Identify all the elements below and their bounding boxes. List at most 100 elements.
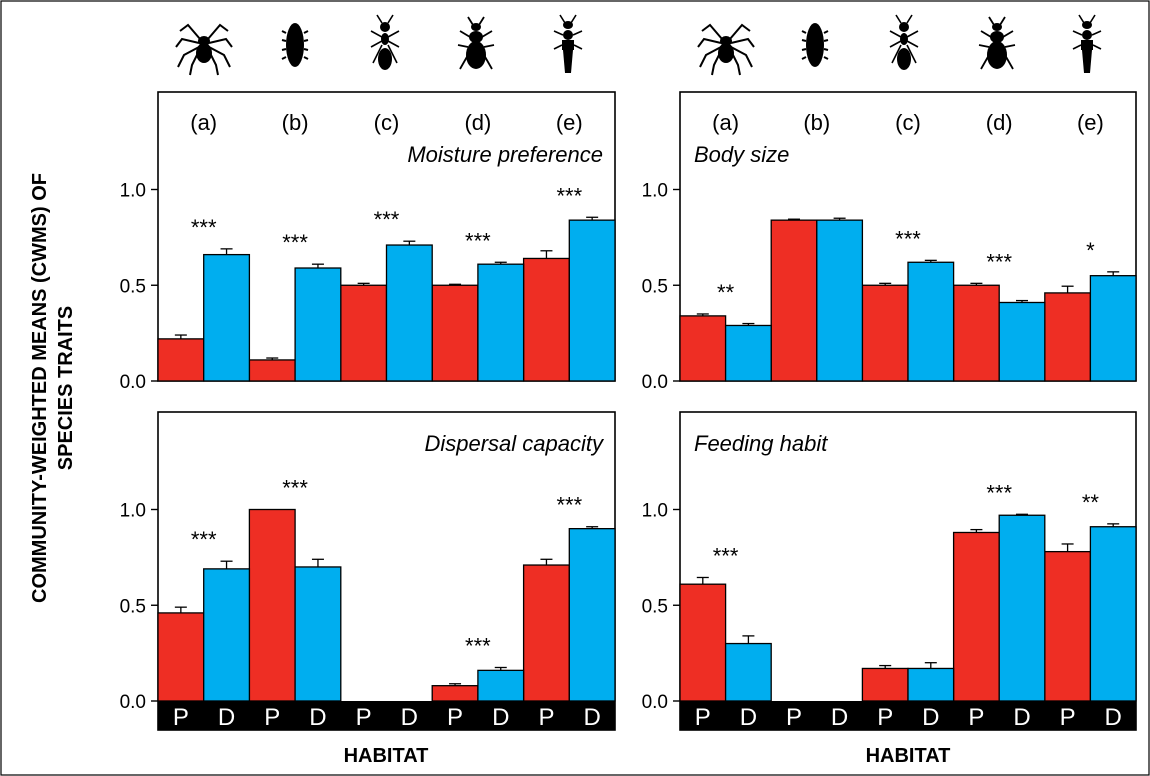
y-axis-title-line1: COMMUNITY-WEIGHTED MEANS (CWMS) OF [29,173,51,603]
bar-D [569,529,615,701]
bar-D [478,670,524,701]
bar-P [158,339,204,381]
habitat-tick-label: D [1013,704,1030,731]
bar-D [1090,276,1136,381]
significance-marker: *** [374,207,400,232]
bar-P [1045,293,1091,381]
bar-P [432,285,478,381]
significance-marker: ** [1082,490,1100,515]
bar-D [204,255,250,381]
y-tick-label: 0.5 [120,596,146,617]
significance-marker: *** [713,543,739,568]
panel-title: Moisture preference [407,142,603,167]
significance-marker: *** [556,493,582,518]
significance-marker: *** [895,226,921,251]
habitat-tick-label: D [922,704,939,731]
bar-P [432,686,478,701]
bar-D [908,262,954,381]
habitat-tick-label: P [264,704,280,731]
y-tick-label: 1.0 [642,181,668,202]
y-tick-label: 0.0 [642,372,668,393]
habitat-tick-label: D [309,704,326,731]
habitat-tick-label: D [401,704,418,731]
bar-D [295,268,341,381]
group-label: (a) [190,110,217,135]
significance-marker: *** [986,249,1012,274]
bar-P [249,510,295,702]
bar-D [569,220,615,381]
habitat-tick-label: D [218,704,235,731]
y-tick-label: 0.0 [120,372,146,393]
y-tick-label: 0.0 [120,692,146,713]
bar-D [726,325,772,381]
bar-D [1090,527,1136,701]
y-tick-label: 1.0 [642,501,668,522]
y-tick-label: 1.0 [120,181,146,202]
significance-marker: *** [282,476,308,501]
y-axis-title-line2: SPECIES TRAITS [55,306,77,470]
bar-P [862,668,908,701]
y-tick-label: 0.5 [642,276,668,297]
bar-P [1045,552,1091,701]
bar-P [680,584,726,701]
significance-marker: *** [465,228,491,253]
significance-marker: *** [191,215,217,240]
significance-marker: *** [465,633,491,658]
y-tick-label: 1.0 [120,501,146,522]
habitat-tick-label: P [538,704,554,731]
bar-D [726,644,772,701]
bar-D [999,515,1045,701]
significance-marker: *** [986,480,1012,505]
group-label: (d) [986,110,1013,135]
bar-P [524,565,570,701]
y-tick-label: 0.5 [120,276,146,297]
habitat-tick-label: D [583,704,600,731]
panel-title: Body size [694,142,789,167]
group-label: (c) [374,110,400,135]
panel-title: Feeding habit [694,431,828,456]
habitat-tick-label: P [173,704,189,731]
bar-P [954,532,1000,701]
group-label: (e) [1077,110,1104,135]
bar-P [862,285,908,381]
group-label: (b) [282,110,309,135]
group-label: (d) [464,110,491,135]
bar-P [341,285,387,381]
significance-marker: ** [717,280,735,305]
bar-D [478,264,524,381]
bar-D [204,569,250,701]
habitat-tick-label: P [786,704,802,731]
habitat-tick-label: P [695,704,711,731]
significance-marker: *** [282,230,308,255]
bar-P [524,258,570,381]
bar-D [908,668,954,701]
bar-P [771,220,817,381]
habitat-tick-label: D [740,704,757,731]
habitat-tick-label: P [968,704,984,731]
habitat-tick-label: D [1105,704,1122,731]
group-label: (c) [895,110,921,135]
habitat-tick-label: D [492,704,509,731]
bar-D [295,567,341,701]
significance-marker: * [1086,238,1095,263]
group-label: (e) [556,110,583,135]
significance-marker: *** [556,183,582,208]
bar-D [387,245,433,381]
bar-D [999,302,1045,381]
habitat-tick-label: P [877,704,893,731]
x-axis-title: HABITAT [344,745,429,767]
bar-P [954,285,1000,381]
bar-P [249,360,295,381]
significance-marker: *** [191,527,217,552]
y-tick-label: 0.5 [642,596,668,617]
group-label: (a) [712,110,739,135]
bar-D [817,220,863,381]
y-tick-label: 0.0 [642,692,668,713]
habitat-tick-label: P [356,704,372,731]
panel-title: Dispersal capacity [424,431,605,456]
habitat-tick-label: P [447,704,463,731]
habitat-tick-label: D [831,704,848,731]
bar-P [158,613,204,701]
bar-P [680,316,726,381]
